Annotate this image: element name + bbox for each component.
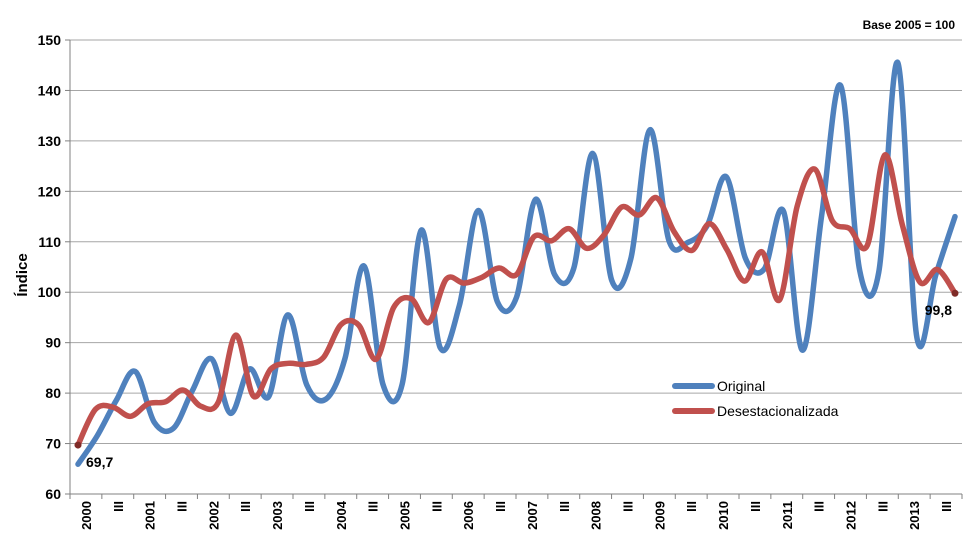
x-tick-label: III: [812, 501, 827, 512]
x-tick-label: III: [238, 501, 253, 512]
x-tick-label: 2000: [79, 501, 94, 530]
x-tick-label: III: [875, 501, 890, 512]
x-tick-label: 2013: [907, 501, 922, 530]
y-tick-label: 130: [38, 133, 62, 149]
x-tick-label: III: [175, 501, 190, 512]
gridlines: [70, 39, 962, 445]
x-tick-label: 2004: [334, 500, 349, 530]
y-axis-label: Índice: [14, 253, 31, 296]
y-tick-label: 60: [45, 486, 61, 502]
x-tick-label: 2011: [780, 501, 795, 529]
data-labels: 69,7 99,8: [74, 289, 959, 470]
x-tick-label: III: [939, 501, 954, 512]
x-tick-label: 2009: [652, 501, 667, 530]
y-tick-label: 120: [38, 183, 62, 199]
legend-label-original: Original: [717, 378, 765, 394]
y-tick-label: 110: [38, 234, 61, 250]
x-tick-label: 2010: [716, 501, 731, 530]
axes: 60 70 80 90 100 110 120 130 140 150 2000 III 2001 III…: [38, 32, 963, 530]
x-tick-label: 2005: [398, 501, 413, 530]
x-tick-label: III: [111, 501, 126, 512]
series-line-desestacionalizada: [75, 152, 958, 448]
x-tick-label: 2012: [844, 501, 859, 530]
x-tick-label: III: [748, 501, 763, 512]
y-tick-label: 90: [45, 335, 61, 351]
x-tick-label: 2007: [525, 501, 540, 530]
x-tick-label: 2006: [461, 501, 476, 530]
data-label: 99,8: [925, 302, 952, 318]
data-label: 69,7: [86, 454, 113, 470]
x-tick-label: III: [684, 501, 699, 512]
x-tick-label: 2001: [143, 501, 158, 530]
x-tick-label: III: [557, 501, 572, 512]
legend-label-desestacionalizada: Desestacionalizada: [717, 403, 839, 419]
series-line-original: [75, 59, 958, 467]
base-note: Base 2005 = 100: [863, 18, 956, 32]
y-tick-label: 70: [45, 436, 61, 452]
x-tick-label: III: [366, 501, 381, 512]
series-lines: [75, 59, 958, 467]
y-tick-label: 80: [45, 385, 61, 401]
x-tick-label: 2008: [589, 501, 604, 530]
y-tick-label: 140: [38, 82, 62, 98]
x-tick-label: III: [621, 501, 636, 512]
y-tick-label: 100: [38, 284, 62, 300]
x-tick-label: 2002: [206, 501, 221, 530]
data-point-marker: [951, 289, 959, 297]
legend: Original Desestacionalizada: [672, 378, 839, 419]
y-tick-label: 150: [38, 32, 62, 48]
x-tick-label: III: [429, 501, 444, 512]
x-tick-label: 2003: [270, 501, 285, 530]
x-tick-label: III: [493, 501, 508, 512]
data-point-marker: [74, 441, 82, 449]
x-tick-label: III: [302, 501, 317, 512]
